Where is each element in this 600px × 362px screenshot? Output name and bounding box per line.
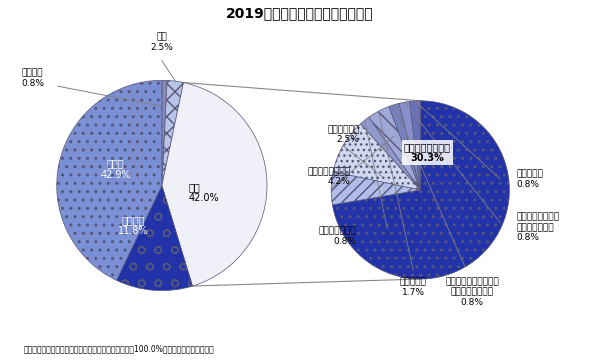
Text: ウエルシュ菌
2.5%: ウエルシュ菌 2.5% bbox=[328, 125, 360, 144]
Text: カンピロバクター
及びサルモネラ
0.8%: カンピロバクター 及びサルモネラ 0.8% bbox=[517, 212, 560, 242]
Text: 不明
2.5%: 不明 2.5% bbox=[151, 32, 173, 52]
Text: 化学物質
0.8%: 化学物質 0.8% bbox=[21, 69, 44, 88]
Text: 2019年度病因物質食中毒発生件数: 2019年度病因物質食中毒発生件数 bbox=[226, 7, 374, 21]
Text: 細菌
42.0%: 細菌 42.0% bbox=[188, 182, 219, 203]
Text: セレウス菌
0.8%: セレウス菌 0.8% bbox=[517, 169, 544, 189]
Text: サルモネラ
1.7%: サルモネラ 1.7% bbox=[400, 277, 427, 296]
Wedge shape bbox=[331, 172, 420, 205]
Text: カンピロバクター
30.3%: カンピロバクター 30.3% bbox=[404, 142, 451, 163]
Wedge shape bbox=[116, 185, 193, 291]
Wedge shape bbox=[162, 83, 267, 286]
Wedge shape bbox=[361, 117, 420, 190]
Wedge shape bbox=[162, 80, 184, 185]
Text: （注）構成比は末尾を四捨五入しているため、合計が100.0%とならない場合がある。: （注）構成比は末尾を四捨五入しているため、合計が100.0%とならない場合がある… bbox=[24, 344, 215, 353]
Wedge shape bbox=[410, 101, 420, 190]
Text: 黄色ブドウ球菌
0.8%: 黄色ブドウ球菌 0.8% bbox=[319, 227, 356, 246]
Wedge shape bbox=[332, 101, 509, 279]
Text: 腸管出血性大腸菌及び
カンピロバクター
0.8%: 腸管出血性大腸菌及び カンピロバクター 0.8% bbox=[445, 277, 499, 307]
Text: 腸管出血性大腸菌
4.2%: 腸管出血性大腸菌 4.2% bbox=[308, 167, 351, 186]
Wedge shape bbox=[399, 101, 420, 190]
Wedge shape bbox=[57, 80, 162, 280]
Wedge shape bbox=[369, 106, 420, 190]
Text: ウイルス
11.8%: ウイルス 11.8% bbox=[118, 215, 149, 236]
Wedge shape bbox=[389, 104, 420, 190]
Text: 寄生虫
42.9%: 寄生虫 42.9% bbox=[100, 159, 131, 180]
Wedge shape bbox=[333, 124, 420, 190]
Wedge shape bbox=[162, 80, 167, 185]
